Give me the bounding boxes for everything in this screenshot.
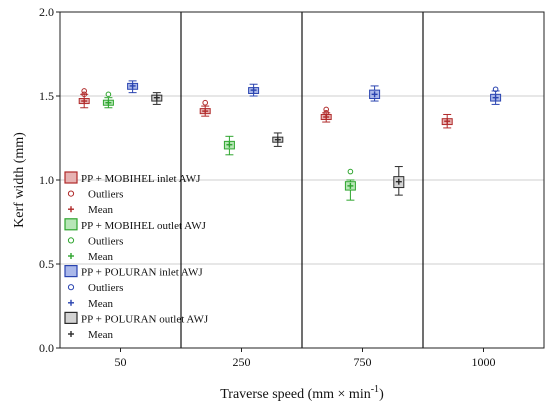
x-axis-label: Traverse speed (mm × min-1) bbox=[220, 384, 384, 402]
outlier-blue-1000-0 bbox=[492, 86, 499, 93]
box-gray-50 bbox=[151, 92, 163, 105]
legend-outlier-symbol-4 bbox=[67, 237, 75, 244]
legend-item-9: PP + POLURAN outlet AWJ bbox=[64, 311, 209, 325]
legend-label-9: PP + POLURAN outlet AWJ bbox=[81, 313, 209, 325]
x-tick-label-1000: 1000 bbox=[472, 355, 496, 369]
x-axis-label-superscript: -1 bbox=[371, 384, 379, 395]
legend-item-3: PP + MOBIHEL outlet AWJ bbox=[64, 218, 207, 232]
y-axis-label: Kerf width (mm) bbox=[12, 132, 27, 228]
legend-label-6: PP + POLURAN inlet AWJ bbox=[81, 267, 203, 279]
box-plot-marks bbox=[78, 80, 502, 201]
box-green-50 bbox=[102, 91, 114, 109]
legend-swatch-6 bbox=[64, 265, 78, 278]
legend-label-2: Mean bbox=[88, 204, 114, 216]
legend-item-8: Mean bbox=[68, 298, 114, 310]
y-tick-label-0.5: 0.5 bbox=[39, 257, 54, 271]
box-blue-250 bbox=[248, 83, 260, 97]
y-tick-label-1.0: 1.0 bbox=[39, 173, 54, 187]
outlier-red-750-1 bbox=[323, 106, 330, 113]
legend-item-7: Outliers bbox=[67, 282, 123, 294]
legend-item-1: Outliers bbox=[67, 189, 123, 201]
outlier-red-750-0 bbox=[323, 110, 330, 116]
legend: PP + MOBIHEL inlet AWJ Outliers Mean PP + M… bbox=[64, 171, 209, 341]
box-blue-50 bbox=[127, 80, 139, 94]
outlier-green-50-0 bbox=[105, 91, 112, 98]
legend-label-4: Outliers bbox=[88, 235, 123, 247]
x-tick-label-750: 750 bbox=[354, 355, 372, 369]
box-red-1000 bbox=[441, 113, 453, 129]
x-tick-label-50: 50 bbox=[115, 355, 127, 369]
legend-label-8: Mean bbox=[88, 298, 114, 310]
outlier-red-50-1 bbox=[81, 88, 87, 94]
legend-label-10: Mean bbox=[88, 329, 114, 341]
y-axis-ticks: 0.0 0.5 1.0 1.5 2.0 bbox=[39, 5, 60, 355]
legend-swatch-0 bbox=[64, 171, 78, 184]
legend-item-4: Outliers bbox=[67, 235, 123, 247]
y-tick-label-1.5: 1.5 bbox=[39, 89, 54, 103]
legend-item-10: Mean bbox=[68, 329, 114, 341]
legend-outlier-symbol-7 bbox=[67, 284, 75, 291]
box-blue-1000 bbox=[490, 86, 502, 105]
legend-label-5: Mean bbox=[88, 251, 114, 263]
box-green-750 bbox=[344, 168, 356, 201]
box-red-50 bbox=[78, 88, 90, 109]
y-tick-label-2.0: 2.0 bbox=[39, 5, 54, 19]
y-tick-label-0.0: 0.0 bbox=[39, 341, 54, 355]
outlier-red-250-0 bbox=[202, 99, 208, 106]
legend-item-0: PP + MOBIHEL inlet AWJ bbox=[64, 171, 201, 185]
legend-item-2: Mean bbox=[68, 204, 114, 216]
box-blue-750 bbox=[369, 85, 381, 102]
legend-outlier-symbol-1 bbox=[67, 190, 75, 197]
box-red-750 bbox=[320, 106, 332, 123]
legend-label-7: Outliers bbox=[88, 282, 123, 294]
x-axis-label-main: Traverse speed (mm × min bbox=[220, 387, 370, 402]
legend-swatch-3 bbox=[64, 218, 78, 231]
legend-swatch-9 bbox=[64, 311, 78, 324]
box-red-250 bbox=[199, 99, 211, 117]
legend-label-1: Outliers bbox=[88, 189, 123, 201]
outlier-red-50-0 bbox=[81, 91, 87, 98]
legend-item-5: Mean bbox=[68, 251, 114, 263]
legend-label-0: PP + MOBIHEL inlet AWJ bbox=[81, 173, 201, 185]
outlier-green-750-0 bbox=[347, 168, 354, 175]
x-axis-label-tail: ) bbox=[379, 387, 384, 402]
box-gray-250 bbox=[272, 132, 284, 147]
category-dividers bbox=[180, 12, 424, 348]
x-tick-label-250: 250 bbox=[233, 355, 251, 369]
legend-item-6: PP + POLURAN inlet AWJ bbox=[64, 265, 203, 279]
box-green-250 bbox=[223, 135, 235, 156]
legend-label-3: PP + MOBIHEL outlet AWJ bbox=[81, 220, 207, 232]
x-axis-ticks: 50 250 750 1000 bbox=[115, 348, 496, 369]
box-gray-750 bbox=[393, 166, 405, 196]
